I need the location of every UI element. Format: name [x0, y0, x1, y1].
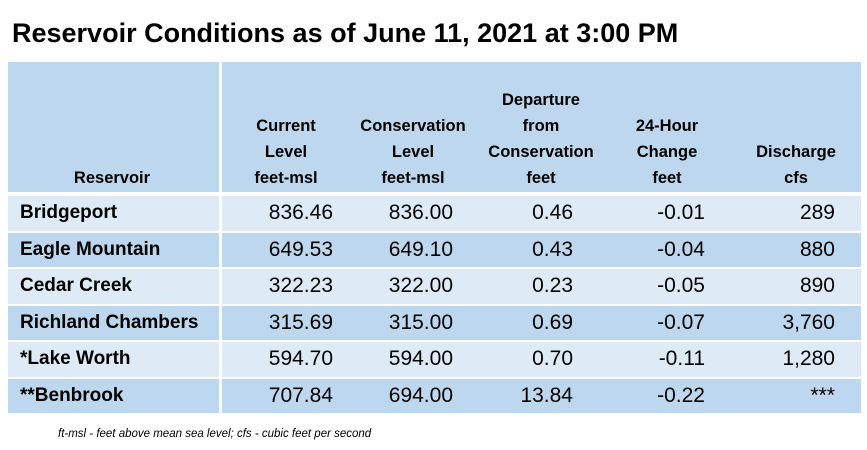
- header-discharge: Discharge cfs: [756, 143, 836, 187]
- header-departure: Departure from Conservation feet: [488, 91, 594, 187]
- conservation-value: 322.00: [388, 274, 453, 298]
- reservoir-name: Bridgeport: [20, 202, 118, 224]
- change-value: -0.07: [657, 310, 705, 334]
- reservoir-name: Richland Chambers: [20, 311, 199, 333]
- current-value: 322.23: [268, 274, 333, 298]
- table-header: Reservoir Current Level feet-msl Conserv…: [8, 62, 861, 194]
- discharge-value: ***: [810, 383, 835, 407]
- column-divider: [219, 342, 222, 377]
- departure-value: 13.84: [520, 383, 573, 407]
- conservation-value: 649.10: [388, 237, 453, 261]
- column-divider: [219, 196, 222, 231]
- conservation-value: 836.00: [388, 201, 453, 225]
- departure-value: 0.70: [532, 347, 573, 371]
- conservation-value: 315.00: [388, 310, 453, 334]
- current-value: 594.70: [268, 347, 333, 371]
- table-body: Bridgeport 836.46 836.00 0.46 -0.01 289 Eagle …: [8, 194, 861, 413]
- reservoir-name: *Lake Worth: [20, 348, 131, 370]
- header-24-hour-change: 24-Hour Change feet: [635, 117, 699, 187]
- change-value: -0.01: [657, 201, 705, 225]
- column-divider: [219, 269, 222, 304]
- discharge-value: 890: [799, 274, 835, 298]
- current-value: 707.84: [268, 383, 333, 407]
- current-value: 836.46: [268, 201, 333, 225]
- discharge-value: 3,760: [782, 310, 835, 334]
- table-row: Eagle Mountain 649.53 649.10 0.43 -0.04 880: [8, 230, 861, 267]
- reservoir-name: **Benbrook: [20, 384, 124, 406]
- column-divider: [219, 62, 222, 192]
- departure-value: 0.23: [532, 274, 573, 298]
- table-row: *Lake Worth 594.70 594.00 0.70 -0.11 1,280: [8, 340, 861, 377]
- change-value: -0.11: [658, 347, 705, 371]
- change-value: -0.04: [657, 237, 705, 261]
- reservoir-name: Eagle Mountain: [20, 238, 161, 260]
- column-divider: [219, 305, 222, 340]
- reservoir-name: Cedar Creek: [20, 275, 132, 297]
- discharge-value: 289: [799, 201, 835, 225]
- table-row: **Benbrook 707.84 694.00 13.84 -0.22 ***: [8, 376, 861, 413]
- header-reservoir: Reservoir: [73, 169, 151, 187]
- conservation-value: 694.00: [388, 383, 453, 407]
- departure-value: 0.43: [532, 237, 573, 261]
- departure-value: 0.46: [532, 201, 573, 225]
- footnote: ft-msl - feet above mean sea level; cfs …: [58, 428, 372, 440]
- conservation-value: 594.00: [388, 347, 453, 371]
- reservoir-table: Reservoir Current Level feet-msl Conserv…: [8, 62, 861, 413]
- column-divider: [219, 378, 222, 413]
- current-value: 649.53: [268, 237, 333, 261]
- change-value: -0.05: [657, 274, 705, 298]
- column-divider: [219, 232, 222, 267]
- current-value: 315.69: [268, 310, 333, 334]
- table-row: Bridgeport 836.46 836.00 0.46 -0.01 289: [8, 194, 861, 231]
- header-conservation-level: Conservation Level feet-msl: [360, 117, 466, 187]
- discharge-value: 880: [799, 237, 835, 261]
- discharge-value: 1,280: [782, 347, 835, 371]
- change-value: -0.22: [657, 383, 705, 407]
- table-row: Richland Chambers 315.69 315.00 0.69 -0.07 3,…: [8, 303, 861, 340]
- table-row: Cedar Creek 322.23 322.00 0.23 -0.05 890: [8, 267, 861, 304]
- page-title: Reservoir Conditions as of June 11, 2021…: [12, 18, 679, 48]
- departure-value: 0.69: [532, 310, 573, 334]
- header-current-level: Current Level feet-msl: [254, 117, 318, 187]
